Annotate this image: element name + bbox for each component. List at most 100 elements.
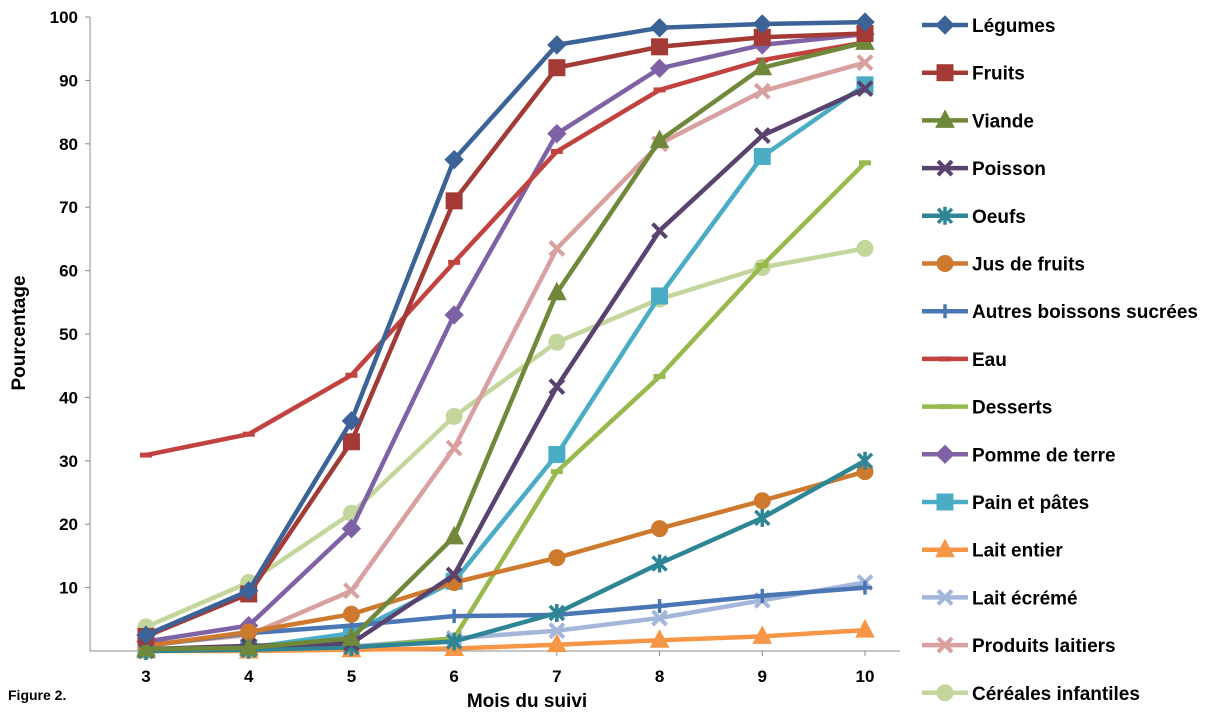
- legend-marker: [935, 15, 955, 35]
- legend-label: Légumes: [972, 16, 1055, 37]
- data-point-marker: [855, 12, 875, 32]
- x-tick-label: 3: [141, 667, 150, 686]
- series-produits-laitiers: [137, 54, 874, 654]
- series-legumes: [136, 12, 875, 645]
- legend-item: Eau: [922, 350, 1007, 371]
- y-tick-label: 30: [59, 452, 78, 471]
- series-viande: [136, 31, 875, 657]
- legend-marker: [936, 636, 954, 654]
- y-tick-label: 70: [59, 198, 78, 217]
- data-point-marker: [547, 281, 567, 301]
- data-point-marker: [136, 625, 156, 645]
- legend-item: Autres boissons sucrées: [922, 302, 1198, 323]
- series-line: [143, 31, 868, 639]
- legend-label: Céréales infantiles: [972, 684, 1140, 705]
- legend-label: Viande: [972, 111, 1034, 132]
- data-point-marker: [856, 239, 874, 257]
- legend-item: Lait entier: [922, 538, 1063, 562]
- data-point-marker: [858, 580, 872, 595]
- data-point-marker: [753, 82, 771, 100]
- data-point-marker: [649, 129, 670, 149]
- legend-marker: [936, 493, 954, 511]
- legend-item: Lait écrémé: [922, 588, 1078, 609]
- data-point-marker: [651, 609, 668, 627]
- legend-marker: [935, 538, 955, 558]
- figure-label: Figure 2.: [8, 687, 66, 703]
- data-point-marker: [753, 147, 771, 165]
- x-axis-title: Mois du suivi: [467, 691, 587, 712]
- legend-marker: [936, 64, 954, 82]
- data-point-marker: [445, 439, 463, 457]
- data-point-marker: [447, 609, 462, 624]
- series-line: [143, 19, 868, 638]
- legend-item: Oeufs: [922, 206, 1026, 228]
- series-line: [143, 458, 868, 654]
- legend-item: Pomme de terre: [922, 444, 1116, 466]
- data-point-marker: [855, 619, 875, 638]
- series-line: [143, 40, 868, 458]
- legend-label: Pain et pâtes: [972, 493, 1089, 514]
- legend-item: Desserts: [922, 398, 1052, 419]
- legend: Légumes Fruits Viande Poisson Oeufs Jus de fr…: [922, 15, 1198, 705]
- data-point-marker: [649, 58, 670, 79]
- data-point-marker: [444, 149, 464, 170]
- data-point-marker: [649, 18, 670, 38]
- x-tick-label: 4: [244, 667, 254, 686]
- x-tick-label: 9: [758, 667, 767, 686]
- y-tick-label: 80: [59, 135, 78, 154]
- axes: 10 20 30 40 50 60 70 80 90 100 3 4 5 6 7 8 9 10: [50, 8, 900, 686]
- y-tick-label: 100: [50, 8, 78, 27]
- data-point-marker: [548, 239, 566, 257]
- legend-label: Poisson: [972, 159, 1046, 180]
- y-axis-title: Pourcentage: [9, 275, 30, 390]
- x-tick-label: 6: [449, 667, 458, 686]
- data-point-marker: [342, 433, 360, 451]
- y-tick-label: 40: [59, 388, 78, 407]
- legend-item: Viande: [922, 109, 1034, 132]
- data-point-marker: [548, 378, 566, 396]
- y-tick-label: 20: [59, 515, 78, 534]
- data-point-marker: [547, 633, 567, 653]
- data-point-marker: [445, 632, 463, 651]
- data-point-marker: [754, 508, 771, 527]
- legend-item: Légumes: [922, 15, 1055, 37]
- legend-marker: [936, 159, 954, 177]
- legend-marker: [936, 255, 954, 272]
- data-point-marker: [651, 38, 669, 56]
- legend-marker: [936, 684, 954, 702]
- data-point-marker: [136, 638, 156, 657]
- legend-label: Fruits: [972, 64, 1025, 85]
- series-cereales-infantiles: [137, 239, 874, 636]
- x-tick-label: 5: [347, 667, 356, 686]
- legend-label: Lait écrémé: [972, 588, 1078, 609]
- data-point-marker: [548, 445, 566, 463]
- data-point-marker: [444, 305, 464, 325]
- data-point-marker: [651, 554, 668, 573]
- data-point-marker: [239, 581, 259, 601]
- legend-label: Desserts: [972, 398, 1052, 419]
- data-point-marker: [445, 192, 463, 210]
- data-point-marker: [856, 54, 874, 72]
- series-line: [143, 31, 868, 644]
- legend-marker: [936, 588, 954, 606]
- legend-label: Oeufs: [972, 207, 1026, 228]
- data-point-marker: [753, 127, 771, 144]
- legend-item: Jus de fruits: [922, 255, 1085, 276]
- series-line: [143, 40, 868, 652]
- legend-label: Jus de fruits: [972, 255, 1085, 276]
- legend-label: Eau: [972, 350, 1007, 371]
- legend-marker: [938, 304, 952, 319]
- data-point-marker: [238, 636, 259, 656]
- data-point-marker: [343, 582, 360, 600]
- data-point-marker: [755, 588, 770, 603]
- data-point-marker: [856, 80, 874, 98]
- data-point-marker: [753, 492, 771, 510]
- data-point-marker: [548, 549, 566, 567]
- data-point-marker: [547, 35, 567, 55]
- data-point-marker: [651, 520, 669, 538]
- series-layer: [136, 12, 875, 660]
- legend-marker: [936, 206, 954, 225]
- legend-label: Lait entier: [972, 541, 1063, 562]
